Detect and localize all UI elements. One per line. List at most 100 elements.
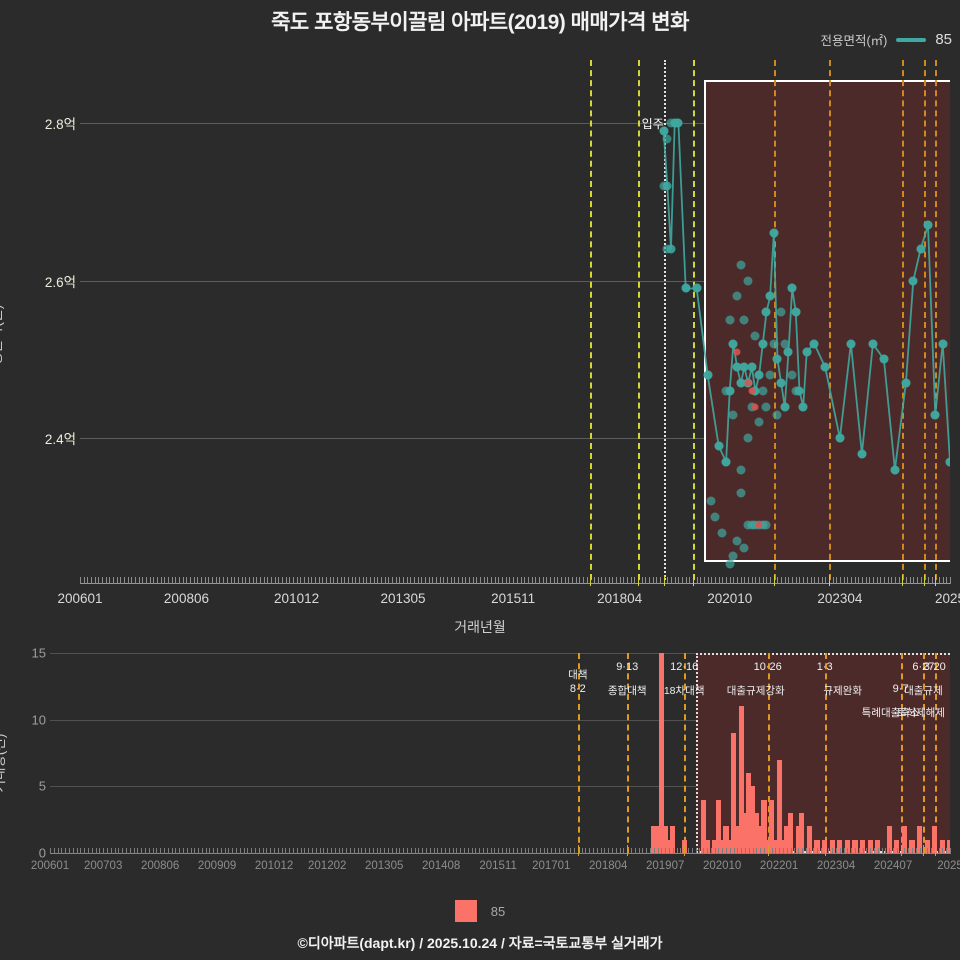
policy-date-label: 6·27 bbox=[912, 661, 935, 673]
volume-bar bbox=[666, 839, 672, 853]
volume-bar bbox=[704, 839, 710, 853]
price-gridline bbox=[80, 438, 950, 440]
policy-name-label: 특례대출축소 bbox=[861, 707, 920, 719]
volume-bar bbox=[662, 826, 668, 853]
price-data-point bbox=[743, 433, 753, 443]
price-data-point bbox=[765, 370, 775, 380]
policy-vline bbox=[767, 653, 772, 853]
volume-x-tick-label: 201202 bbox=[308, 860, 347, 872]
price-data-point bbox=[791, 307, 801, 317]
price-data-point bbox=[710, 512, 720, 522]
volume-bar bbox=[947, 839, 950, 853]
volume-bar bbox=[917, 826, 923, 853]
volume-bar bbox=[875, 839, 881, 853]
volume-bar bbox=[860, 839, 866, 853]
price-data-point bbox=[736, 488, 746, 498]
price-data-point bbox=[857, 449, 867, 459]
policy-date-label: 9·7 bbox=[892, 683, 909, 695]
legend-top-label: 전용면적(㎡) bbox=[820, 34, 888, 48]
policy-vline bbox=[934, 653, 939, 853]
volume-gridline bbox=[50, 719, 950, 721]
price-x-tick-label: 201305 bbox=[380, 591, 426, 606]
policy-vline bbox=[627, 653, 631, 853]
volume-bar bbox=[651, 826, 657, 853]
policy-date-label: 3·20 bbox=[923, 661, 946, 673]
volume-bar bbox=[894, 839, 900, 853]
volume-bar bbox=[768, 799, 775, 853]
move-in-annotation: 입주 bbox=[641, 117, 664, 132]
volume-bar bbox=[681, 839, 687, 853]
price-y-tick-label: 2.4억 bbox=[44, 432, 76, 448]
price-data-point bbox=[736, 465, 746, 475]
volume-x-tick-label: 200703 bbox=[83, 860, 123, 872]
volume-bar bbox=[670, 826, 676, 853]
policy-date-label: 9·13 bbox=[616, 661, 639, 673]
volume-y-tick-label: 15 bbox=[31, 645, 46, 661]
volume-y-tick-label: 5 bbox=[38, 778, 46, 794]
volume-bar bbox=[730, 733, 737, 853]
volume-bar bbox=[780, 839, 786, 853]
price-data-point bbox=[754, 417, 764, 427]
price-y-tick-label: 2.8억 bbox=[44, 117, 76, 133]
volume-y-tick-label: 0 bbox=[38, 845, 46, 861]
volume-bar bbox=[761, 799, 767, 853]
volume-x-axis-line bbox=[50, 853, 950, 854]
price-data-point bbox=[769, 339, 779, 349]
policy-name-label: 규제완화 bbox=[823, 685, 862, 697]
volume-chart: 거래량(건) 8·2 대책 9·13 종합대책 12·16 18차대책 10·26 대출규제강… bbox=[0, 645, 960, 890]
volume-bar bbox=[886, 826, 892, 853]
volume-bar bbox=[844, 839, 851, 853]
policy-vline bbox=[693, 60, 697, 580]
price-x-tick-label: 202010 bbox=[707, 591, 753, 606]
price-data-point bbox=[798, 402, 808, 412]
price-data-point bbox=[725, 386, 735, 396]
volume-plot-area: 8·2 대책 9·13 종합대책 12·16 18차대책 10·26 대출규제강화 1·3 규제완… bbox=[50, 653, 950, 853]
price-data-point bbox=[750, 331, 760, 341]
volume-bar bbox=[700, 799, 706, 853]
legend-bottom-value: 85 bbox=[490, 903, 506, 919]
price-x-tick-label: 201804 bbox=[597, 591, 643, 606]
price-data-point bbox=[728, 410, 738, 420]
footer-credit: ©디아파트(dapt.kr) / 2025.10.24 / 자료=국토교통부 실… bbox=[297, 935, 663, 951]
price-data-point bbox=[747, 402, 757, 412]
price-data-point bbox=[780, 339, 790, 349]
volume-x-tick-label: 202010 bbox=[702, 860, 742, 872]
volume-bar bbox=[795, 826, 801, 853]
volume-bar bbox=[757, 826, 763, 853]
price-y-axis-title: 평균가(원) bbox=[0, 304, 4, 366]
legend-line-icon bbox=[896, 37, 927, 42]
price-gridline bbox=[80, 123, 950, 125]
price-data-point bbox=[761, 307, 771, 317]
move-in-vline bbox=[663, 60, 668, 580]
volume-x-tick-label: 200601 bbox=[30, 860, 70, 872]
cancelled-trade-point bbox=[748, 387, 756, 395]
policy-vline bbox=[828, 60, 833, 580]
policy-name-label: 종합대책 bbox=[607, 685, 647, 697]
price-data-point bbox=[739, 315, 749, 325]
price-data-point bbox=[706, 496, 716, 506]
price-data-point bbox=[673, 118, 683, 128]
price-data-point bbox=[787, 283, 797, 293]
price-data-point bbox=[736, 378, 746, 388]
price-chart: 평균가(원) 입주 거래년월 2.8억 2.6억 2.4억 200601 200806 2… bbox=[0, 55, 960, 635]
legend-top: 전용면적(㎡) 85 bbox=[820, 30, 952, 49]
page-title: 죽도 포항동부이끌림 아파트(2019) 매매가격 변화 bbox=[271, 11, 689, 34]
volume-bar bbox=[765, 839, 771, 853]
volume-x-tick-label: 201408 bbox=[421, 860, 461, 872]
volume-bar bbox=[727, 839, 733, 853]
volume-x-tick-label: 201701 bbox=[532, 860, 571, 872]
volume-y-axis-title: 거래량(건) bbox=[0, 733, 7, 793]
price-data-point bbox=[703, 370, 713, 380]
volume-bar bbox=[799, 813, 805, 853]
policy-name-label: 18차대책 bbox=[663, 685, 705, 697]
price-data-point bbox=[739, 543, 749, 553]
volume-bar bbox=[784, 826, 790, 853]
price-data-point bbox=[761, 402, 771, 412]
volume-bar bbox=[719, 839, 725, 853]
volume-gridline bbox=[50, 786, 950, 788]
price-data-point bbox=[721, 457, 731, 467]
policy-date-label: 8·2 bbox=[569, 683, 586, 695]
price-data-point bbox=[923, 220, 933, 230]
policy-date-label: 12·16 bbox=[670, 661, 699, 673]
price-data-point bbox=[835, 433, 845, 443]
